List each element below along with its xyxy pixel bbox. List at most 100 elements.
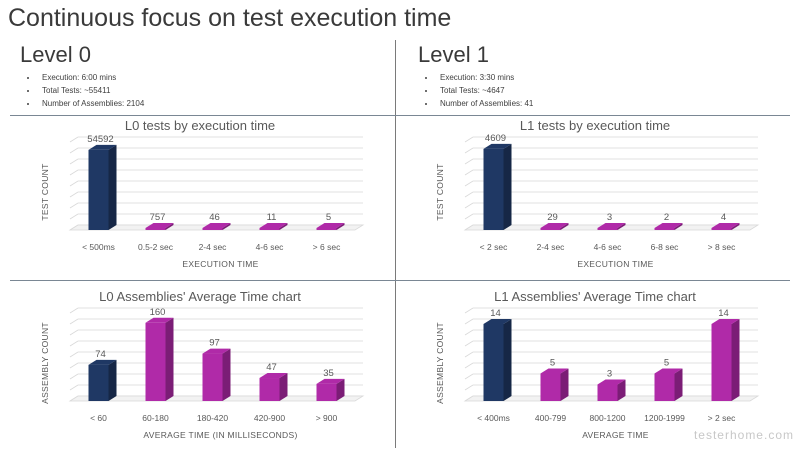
tick-label: < 400ms: [477, 413, 510, 423]
bar-3: [259, 373, 288, 401]
bar-side: [108, 359, 117, 401]
x-axis-label: EXECUTION TIME: [577, 259, 653, 269]
watermark: testerhome.com: [693, 428, 794, 442]
bar-top: [540, 368, 569, 374]
bar-4: [711, 223, 740, 230]
level-1-execution: Execution: 3:30 mins: [436, 71, 533, 84]
bar-top: [711, 319, 740, 324]
gridline-side: [69, 362, 79, 369]
data-label: 4: [721, 212, 726, 223]
middle-divider: [10, 280, 790, 281]
bar-front: [711, 324, 732, 401]
data-label: 757: [150, 212, 166, 223]
bar-side: [731, 319, 740, 401]
gridline-side: [69, 180, 79, 187]
data-label: 74: [95, 349, 106, 360]
bar-0: [88, 144, 117, 230]
bar-top: [316, 223, 345, 228]
gridline-side: [69, 307, 79, 314]
bar-top: [597, 223, 626, 228]
data-label: 160: [150, 307, 166, 318]
bar-top: [654, 223, 683, 228]
gridline-side: [69, 340, 79, 347]
chart-l1-assemblies: L1 Assemblies' Average Time chart ASSEMBL…: [405, 283, 785, 448]
tick-label: 60-180: [142, 413, 169, 423]
gridline-side: [69, 169, 79, 176]
bar-top: [145, 223, 174, 228]
tick-label: 4-6 sec: [256, 242, 285, 252]
bar-3: [259, 223, 288, 230]
bar-side: [503, 143, 512, 230]
bar-top: [316, 378, 345, 384]
data-label: 11: [267, 212, 277, 223]
bar-top: [540, 223, 569, 228]
gridline-side: [464, 136, 474, 143]
bar-front: [259, 378, 280, 401]
data-label: 14: [718, 308, 729, 319]
gridline-side: [69, 373, 79, 380]
gridline-side: [464, 191, 474, 198]
chart-l0-assemblies: L0 Assemblies' Average Time chart ASSEMBL…: [10, 283, 390, 448]
bar-2: [597, 379, 626, 401]
gridline-side: [464, 373, 474, 380]
bar-top: [259, 373, 288, 379]
level-0-title: Level 0: [20, 42, 91, 67]
gridline-side: [464, 351, 474, 358]
bar-top: [259, 223, 288, 228]
bar-front: [711, 228, 732, 230]
bar-front: [88, 364, 109, 401]
gridline-side: [69, 351, 79, 358]
tick-label: > 2 sec: [708, 413, 736, 423]
gridline-side: [464, 384, 474, 391]
data-label: 35: [323, 368, 334, 379]
bar-side: [503, 319, 512, 401]
level-0-summary: Level 0 Execution: 6:00 mins Total Tests…: [20, 42, 144, 110]
gridline-side: [464, 329, 474, 336]
bar-3: [654, 368, 683, 401]
bar-side: [674, 368, 683, 401]
bar-side: [222, 348, 231, 401]
tick-label: > 8 sec: [708, 242, 736, 252]
bar-1: [145, 223, 174, 230]
bar-side: [674, 223, 683, 230]
bar-top: [654, 368, 683, 374]
bar-2: [597, 223, 626, 230]
tick-label: 1200-1999: [644, 413, 685, 423]
gridline-side: [464, 202, 474, 209]
chart-l1-assemblies-svg: L1 Assemblies' Average Time chart ASSEMBL…: [435, 289, 760, 440]
bar-side: [336, 378, 345, 401]
bar-0: [88, 359, 117, 401]
bar-side: [279, 223, 288, 230]
data-label: 4609: [485, 133, 506, 144]
bar-front: [483, 148, 504, 230]
bar-side: [731, 223, 740, 230]
bar-side: [165, 317, 174, 401]
x-axis-label: EXECUTION TIME: [182, 259, 258, 269]
gridline-side: [69, 136, 79, 143]
top-divider: [10, 115, 790, 116]
level-1-assemblies: Number of Assemblies: 41: [436, 97, 533, 110]
bar-1: [540, 368, 569, 401]
bar-top: [202, 348, 231, 354]
bar-front: [597, 384, 618, 401]
bar-front: [202, 353, 223, 401]
data-label: 54592: [87, 134, 113, 145]
tick-label: > 6 sec: [313, 242, 341, 252]
bar-0: [483, 319, 512, 401]
bar-front: [145, 228, 166, 230]
chart-title: L0 Assemblies' Average Time chart: [99, 289, 301, 304]
level-0-assemblies: Number of Assemblies: 2104: [38, 97, 144, 110]
bar-front: [145, 322, 166, 401]
bar-0: [483, 143, 512, 230]
bar-front: [259, 228, 280, 230]
level-1-bullets: Execution: 3:30 mins Total Tests: ~4647 …: [418, 71, 533, 110]
gridline-side: [464, 340, 474, 347]
tick-label: 4-6 sec: [594, 242, 623, 252]
data-label: 2: [664, 212, 669, 223]
level-0-bullets: Execution: 6:00 mins Total Tests: ~55411…: [20, 71, 144, 110]
tick-label: 2-4 sec: [199, 242, 228, 252]
bar-front: [654, 373, 675, 401]
tick-label: 0.5-2 sec: [138, 242, 174, 252]
level-0-execution: Execution: 6:00 mins: [38, 71, 144, 84]
bar-side: [108, 144, 117, 230]
